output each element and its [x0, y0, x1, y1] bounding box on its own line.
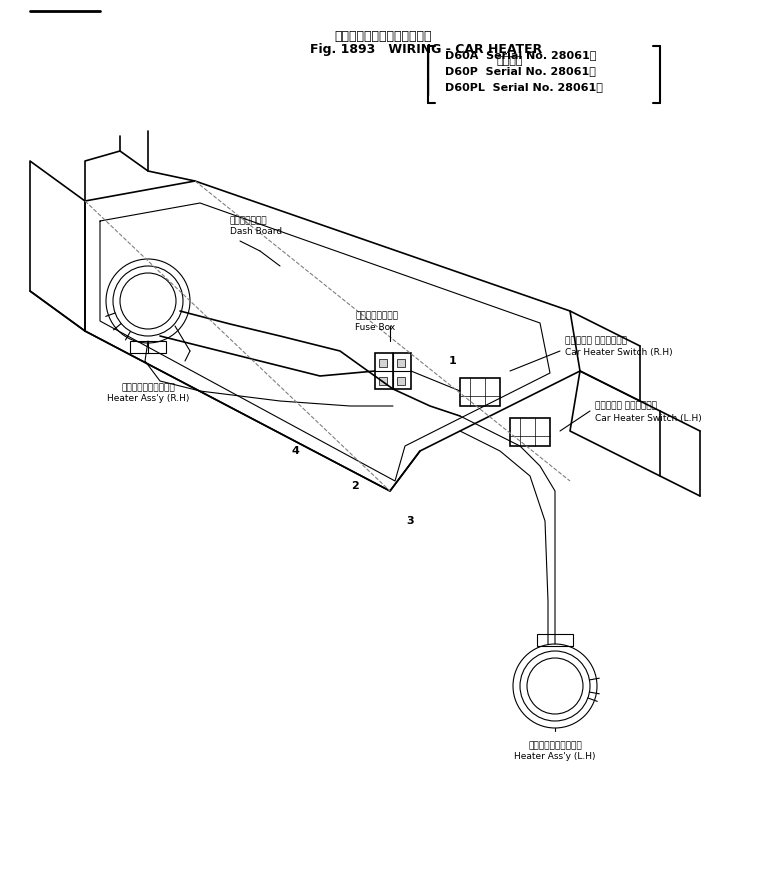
Bar — [379, 359, 387, 367]
Text: ダッシュボード: ダッシュボード — [230, 217, 268, 226]
Bar — [397, 377, 405, 385]
FancyBboxPatch shape — [460, 378, 500, 406]
Text: ヒータアセンブリ　左: ヒータアセンブリ 左 — [528, 741, 582, 750]
FancyBboxPatch shape — [510, 418, 550, 446]
Text: Car Heater Switch (L.H): Car Heater Switch (L.H) — [595, 413, 702, 423]
Bar — [397, 359, 405, 367]
Text: 適用号機: 適用号機 — [497, 56, 523, 66]
Text: Heater Ass'y (L.H): Heater Ass'y (L.H) — [514, 752, 596, 761]
Text: カーヒータ スイッチ　左: カーヒータ スイッチ 左 — [595, 402, 657, 411]
Text: 1: 1 — [449, 356, 457, 366]
Text: D60PL  Serial No. 28061～: D60PL Serial No. 28061～ — [445, 82, 603, 92]
Text: Fuse Box: Fuse Box — [355, 323, 395, 332]
FancyBboxPatch shape — [375, 353, 411, 389]
Text: カーヒータ スイッチ　右: カーヒータ スイッチ 右 — [565, 337, 627, 345]
Text: ワイヤリング　カー　ヒータ: ワイヤリング カー ヒータ — [334, 29, 432, 42]
Text: Heater Ass'y (R.H): Heater Ass'y (R.H) — [107, 394, 189, 403]
Text: ヒータアセンブリ　右: ヒータアセンブリ 右 — [121, 383, 175, 392]
Bar — [379, 377, 387, 385]
Text: 2: 2 — [351, 481, 359, 491]
Text: D60P  Serial No. 28061～: D60P Serial No. 28061～ — [445, 66, 596, 76]
Text: Fig. 1893   WIRING - CAR HEATER: Fig. 1893 WIRING - CAR HEATER — [310, 42, 542, 56]
Text: D60A  Serial No. 28061～: D60A Serial No. 28061～ — [445, 50, 597, 60]
Text: Dash Board: Dash Board — [230, 226, 282, 235]
Text: 3: 3 — [407, 516, 414, 526]
Text: 4: 4 — [291, 446, 299, 456]
Text: ヒューズボックス: ヒューズボックス — [355, 312, 398, 321]
Text: Car Heater Switch (R.H): Car Heater Switch (R.H) — [565, 349, 673, 358]
